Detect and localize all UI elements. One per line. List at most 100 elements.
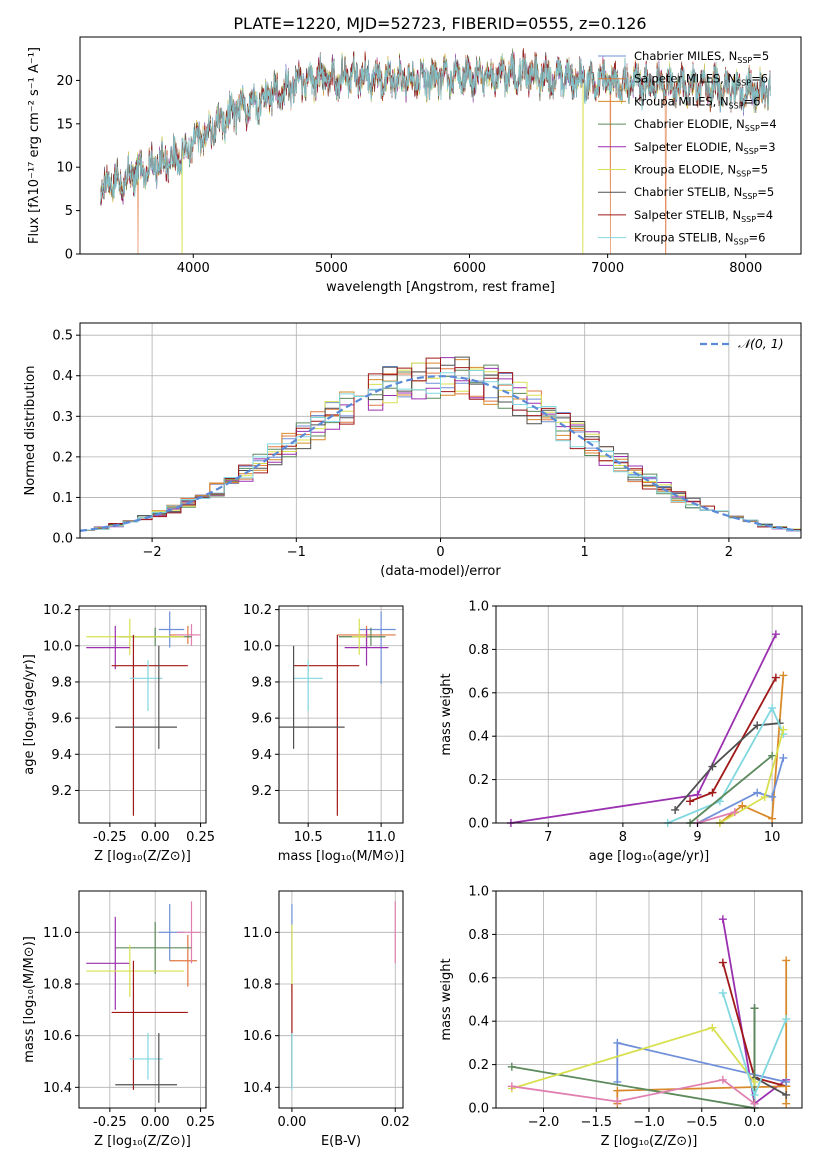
y-tick-label: 9.6	[251, 712, 272, 727]
x-axis-label: (data-model)/error	[380, 564, 501, 579]
y-tick-label: 9.8	[51, 675, 72, 690]
y-tick-label: 20	[56, 74, 73, 89]
mass-weight-line	[511, 1026, 756, 1090]
y-tick-label: 1.0	[468, 885, 489, 900]
mass-weight-line	[511, 1008, 756, 1110]
x-tick-label: 0	[436, 545, 444, 560]
x-axis-label: mass [log₁₀(M/M⊙)]	[278, 849, 405, 864]
data-point	[768, 751, 777, 760]
legend-n: =6	[744, 94, 761, 108]
data-point	[750, 1099, 759, 1108]
data-point	[613, 1086, 622, 1095]
spectrum-lines	[100, 48, 771, 254]
x-tick-label: −0.5	[686, 1115, 718, 1130]
legend-label: Chabrier STELIB, NSSP=5	[634, 185, 774, 201]
data-point	[750, 1090, 759, 1099]
mass-weight-line	[719, 675, 785, 824]
x-tick-label: 0.0	[744, 1115, 765, 1130]
x-tick-label: 9	[693, 830, 701, 845]
mass-vs-z-panel: -0.25 0.00 0.25 10.4 10.6 10.8 11.0 Z [log₁₀(Z/…	[22, 890, 215, 1149]
y-tick-label: 0.2	[468, 1058, 489, 1073]
mass-weight-line	[667, 705, 785, 824]
y-tick-label: 10.2	[43, 603, 72, 618]
legend-n: =5	[752, 49, 769, 63]
y-axis-label: mass [log₁₀(M/M⊙)]	[22, 936, 37, 1063]
x-tick-label: −2.0	[528, 1115, 560, 1130]
data-point	[779, 753, 788, 762]
y-tick-label: 10.6	[243, 1029, 272, 1044]
y-tick-label: 0.4	[52, 369, 73, 384]
data-point	[738, 801, 747, 810]
mass-weight-line	[689, 755, 773, 824]
x-tick-label: 7	[544, 830, 552, 845]
data-point	[671, 805, 680, 814]
x-tick-label: −1	[287, 545, 306, 560]
mass-weight-line	[697, 811, 736, 824]
residuals-panel: −2 −1 0 1 2 0.0 0.1 0.2 0.3 0.4 0.5 (data-model)/er…	[23, 322, 802, 579]
data-point	[507, 1062, 516, 1071]
legend-sub: SSP	[736, 79, 751, 88]
y-tick-label: 0.1	[52, 491, 73, 506]
x-tick-label: 1	[581, 545, 589, 560]
y-tick-label: 10.0	[43, 639, 72, 654]
y-axis-label: mass weight	[439, 673, 454, 755]
y-tick-label: 0.3	[52, 410, 73, 425]
gaussian-curve	[79, 375, 799, 532]
data-point	[750, 1077, 759, 1086]
massweight-vs-age-panel: 7 8 9 10 0.0 0.2 0.4 0.6 0.8 1.0 age [log₁₀(age/yr…	[439, 600, 803, 864]
data-point	[718, 1075, 727, 1084]
legend-text: Kroupa ELODIE, N	[634, 163, 736, 177]
legend-n: =4	[760, 117, 777, 131]
data-point	[779, 725, 788, 734]
data-point	[753, 721, 762, 730]
legend-sub: SSP	[742, 192, 757, 201]
x-tick-label: 5000	[315, 261, 348, 276]
data-point	[768, 814, 777, 823]
spectrum-series-kroupa-stelib	[100, 53, 771, 203]
y-tick-label: 11.0	[43, 926, 72, 941]
legend-text: Kroupa MILES, N	[634, 94, 729, 108]
y-tick-label: 1.0	[468, 600, 489, 615]
x-tick-label: −1.5	[580, 1115, 612, 1130]
data-point	[750, 1004, 759, 1013]
legend-label: Salpeter MILES, NSSP=6	[634, 72, 768, 88]
legend-text: Salpeter ELODIE, N	[634, 140, 744, 154]
y-tick-label: 5	[65, 204, 73, 219]
legend-text: Salpeter MILES, N	[634, 72, 736, 86]
y-tick-label: 0.0	[468, 817, 489, 832]
legend-sub: SSP	[745, 124, 760, 133]
x-tick-label: −1.0	[633, 1115, 665, 1130]
legend-n: =5	[757, 185, 774, 199]
legend-n: =3	[759, 140, 776, 154]
legend-n: =6	[751, 72, 768, 86]
y-tick-label: 0.0	[52, 532, 73, 547]
y-tick-label: 10.4	[243, 1081, 272, 1096]
x-tick-label: 10.5	[294, 830, 323, 845]
x-tick-label: 4000	[177, 261, 210, 276]
spectrum-panel: 4000 5000 6000 7000 8000 0 5 10 15 20 wavelength […	[27, 36, 802, 295]
data-point	[782, 956, 791, 965]
x-tick-label: 0.00	[141, 1115, 170, 1130]
y-tick-label: 0.4	[468, 730, 489, 745]
y-tick-label: 0.8	[468, 928, 489, 943]
data-point	[708, 788, 717, 797]
legend-label: Kroupa MILES, NSSP=6	[634, 94, 760, 110]
y-tick-label: 0.0	[468, 1102, 489, 1117]
data-point	[768, 703, 777, 712]
mass-vs-ebv-panel: 0.00 0.02 10.4 10.6 10.8 11.0 E(B-V)	[243, 890, 410, 1149]
y-tick-label: 0	[65, 248, 73, 263]
y-tick-label: 10.6	[43, 1029, 72, 1044]
x-tick-label: 11.0	[367, 830, 396, 845]
y-tick-label: 0.5	[52, 329, 73, 344]
legend-label: Salpeter ELODIE, NSSP=3	[634, 140, 776, 156]
x-tick-label: -0.25	[93, 830, 127, 845]
x-axis-label: Z [log₁₀(Z/Z⊙)]	[601, 1134, 698, 1149]
legend-sub: SSP	[736, 170, 751, 179]
y-tick-label: 9.2	[51, 784, 72, 799]
legend-text: Chabrier ELODIE, N	[634, 117, 745, 131]
age-vs-mass-panel: 10.5 11.0 9.2 9.4 9.6 9.8 10.0 10.2 mass [log₁₀(…	[243, 603, 404, 864]
legend-label: Salpeter STELIB, NSSP=4	[634, 208, 773, 224]
legend-label: Kroupa STELIB, NSSP=6	[634, 231, 765, 247]
legend-text: Salpeter STELIB, N	[634, 208, 741, 222]
